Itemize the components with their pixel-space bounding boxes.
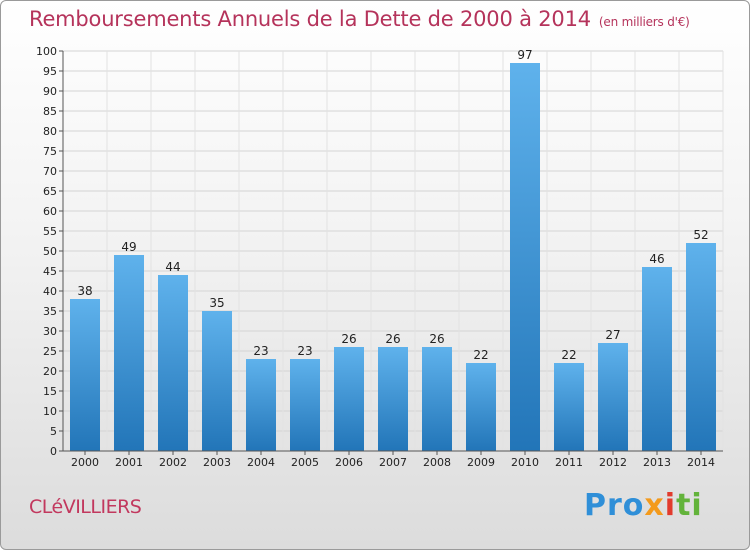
bar-2009: [466, 363, 496, 451]
x-tick-label: 2002: [159, 456, 187, 469]
bar-2000: [70, 299, 100, 451]
y-tick-label: 20: [43, 365, 57, 378]
value-label: 49: [121, 240, 136, 254]
bar-2008: [422, 347, 452, 451]
y-tick-label: 10: [43, 405, 57, 418]
y-tick-label: 50: [43, 245, 57, 258]
y-tick-label: 95: [43, 65, 57, 78]
y-tick-label: 100: [36, 45, 57, 58]
y-tick-label: 85: [43, 105, 57, 118]
x-tick-label: 2006: [335, 456, 363, 469]
bar-2012: [598, 343, 628, 451]
value-label: 26: [341, 332, 356, 346]
x-tick-label: 2010: [511, 456, 539, 469]
y-tick-label: 60: [43, 205, 57, 218]
x-tick-label: 2012: [599, 456, 627, 469]
chart-title-text: Remboursements Annuels de la Dette de 20…: [29, 7, 591, 31]
value-label: 22: [473, 348, 488, 362]
value-label: 26: [385, 332, 400, 346]
value-label: 22: [561, 348, 576, 362]
x-tick-label: 2001: [115, 456, 143, 469]
x-tick-label: 2007: [379, 456, 407, 469]
bar-2003: [202, 311, 232, 451]
value-label: 23: [253, 344, 268, 358]
y-tick-label: 90: [43, 85, 57, 98]
proxiti-logo: Proxiti: [584, 488, 703, 523]
bar-2004: [246, 359, 276, 451]
chart-title: Remboursements Annuels de la Dette de 20…: [29, 7, 690, 31]
bar-2006: [334, 347, 364, 451]
y-tick-label: 5: [50, 425, 57, 438]
x-tick-label: 2009: [467, 456, 495, 469]
bar-2007: [378, 347, 408, 451]
y-tick-label: 75: [43, 145, 57, 158]
bar-2005: [290, 359, 320, 451]
value-label: 46: [649, 252, 664, 266]
x-tick-label: 2000: [71, 456, 99, 469]
y-tick-label: 35: [43, 305, 57, 318]
y-tick-label: 25: [43, 345, 57, 358]
value-label: 35: [209, 296, 224, 310]
y-tick-label: 55: [43, 225, 57, 238]
value-label: 26: [429, 332, 444, 346]
y-tick-label: 15: [43, 385, 57, 398]
x-tick-label: 2013: [643, 456, 671, 469]
value-label: 23: [297, 344, 312, 358]
bar-2011: [554, 363, 584, 451]
value-label: 52: [693, 228, 708, 242]
y-tick-label: 65: [43, 185, 57, 198]
y-tick-label: 80: [43, 125, 57, 138]
y-tick-label: 40: [43, 285, 57, 298]
bar-2001: [114, 255, 144, 451]
value-label: 97: [517, 48, 532, 62]
commune-name: CLéVILLIERS: [29, 496, 142, 518]
y-tick-label: 45: [43, 265, 57, 278]
value-label: 27: [605, 328, 620, 342]
x-tick-label: 2011: [555, 456, 583, 469]
bar-2013: [642, 267, 672, 451]
bar-2010: [510, 63, 540, 451]
value-label: 38: [77, 284, 92, 298]
unit-note: (en milliers d'€): [598, 15, 690, 29]
y-tick-label: 0: [50, 445, 57, 458]
bar-2014: [686, 243, 716, 451]
value-label: 44: [165, 260, 180, 274]
y-tick-label: 30: [43, 325, 57, 338]
x-tick-label: 2005: [291, 456, 319, 469]
x-tick-label: 2008: [423, 456, 451, 469]
y-tick-label: 70: [43, 165, 57, 178]
bar-2002: [158, 275, 188, 451]
x-tick-label: 2004: [247, 456, 275, 469]
x-tick-label: 2003: [203, 456, 231, 469]
x-tick-label: 2014: [687, 456, 715, 469]
